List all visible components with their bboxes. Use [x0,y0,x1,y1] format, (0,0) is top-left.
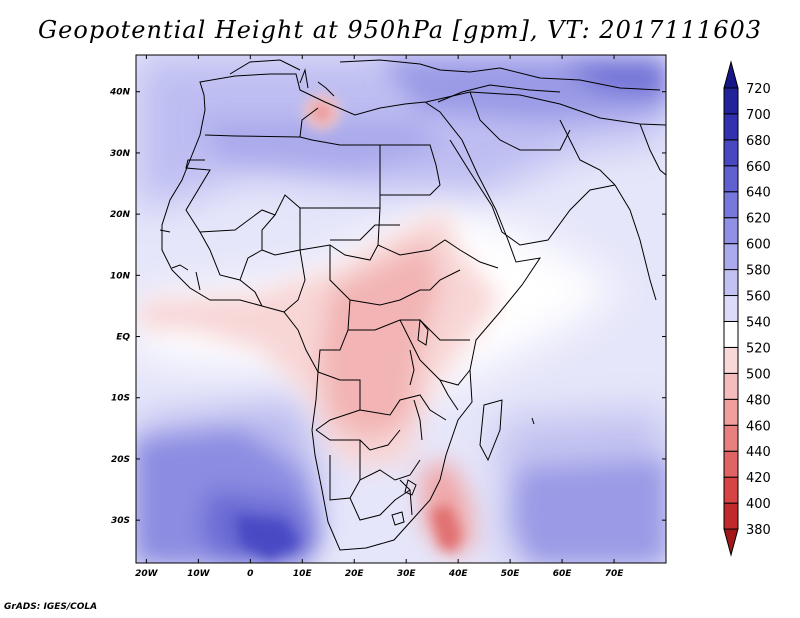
y-tick-label: 30S [111,516,130,526]
x-tick-label: 20W [135,569,159,579]
x-tick-label: 30E [397,569,417,579]
colorbar-label: 380 [746,523,771,538]
colorbar-label: 620 [746,212,771,227]
map-frame [135,54,667,564]
colorbar-label: 580 [746,264,771,279]
latitude-axis: 40N 30N 20N 10N EQ 10S 20S 30S [109,88,666,526]
coastlines-and-borders [159,59,666,551]
colorbar-label: 540 [746,315,771,330]
colorbar-label: 560 [746,290,771,305]
colorbar-swatch-min [723,528,739,557]
colorbar-swatch [723,165,739,193]
x-tick-label: 10E [293,569,313,579]
colorbar-label: 400 [746,497,771,512]
colorbar-label: 640 [746,186,771,201]
colorbar-label: 500 [746,367,771,382]
colorbar-swatch [723,243,739,271]
y-tick-label: 30N [110,149,131,159]
colorbar-swatch [723,372,739,400]
colorbar-label: 680 [746,134,771,149]
colorbar-swatch [723,346,739,374]
colorbar-label: 480 [746,393,771,408]
colorbar-swatch [723,398,739,426]
y-tick-label: 10N [110,271,131,281]
y-tick-label: EQ [116,333,130,343]
colorbar-swatch [723,450,739,478]
colorbar-swatch [723,87,739,115]
y-tick-label: 20S [111,455,130,465]
colorbar-swatch [723,502,739,530]
colorbar-swatch [723,269,739,297]
x-tick-label: 20E [345,569,365,579]
x-tick-label: 10W [187,569,211,579]
colorbar-swatch-max [723,60,739,89]
colorbar-label: 460 [746,419,771,434]
colorbar-label: 600 [746,238,771,253]
map-title: Geopotential Height at 950hPa [gpm], VT:… [38,16,762,44]
colorbar-label: 420 [746,471,771,486]
colorbar-swatch [723,295,739,322]
x-tick-label: 60E [553,569,573,579]
field-shading [136,55,666,563]
colorbar-label: 720 [746,82,771,97]
x-tick-label: 50E [501,569,521,579]
y-tick-label: 20N [110,210,131,220]
colorbar-label: 660 [746,160,771,175]
longitude-axis: 20W 10W 0 10E 20E 30E 40E 50E 60E 70E [135,55,624,579]
x-tick-label: 40E [448,569,469,579]
colorbar-swatch [723,320,739,348]
colorbar-swatch [723,424,739,452]
y-tick-label: 10S [111,394,130,404]
colorbar-label: 700 [746,108,771,123]
colorbar-swatch [723,113,739,141]
colorbar-label: 440 [746,445,771,460]
colorbar-swatch [723,139,739,167]
y-tick-label: 40N [109,88,131,98]
colorbar-swatch [723,191,739,219]
colorbar-label: 520 [746,341,771,356]
grads-credit: GrADS: IGES/COLA [4,602,98,612]
colorbar-swatch [723,476,739,504]
x-tick-label: 0 [247,569,253,579]
colorbar-swatch [723,217,739,245]
x-tick-label: 70E [605,569,625,579]
